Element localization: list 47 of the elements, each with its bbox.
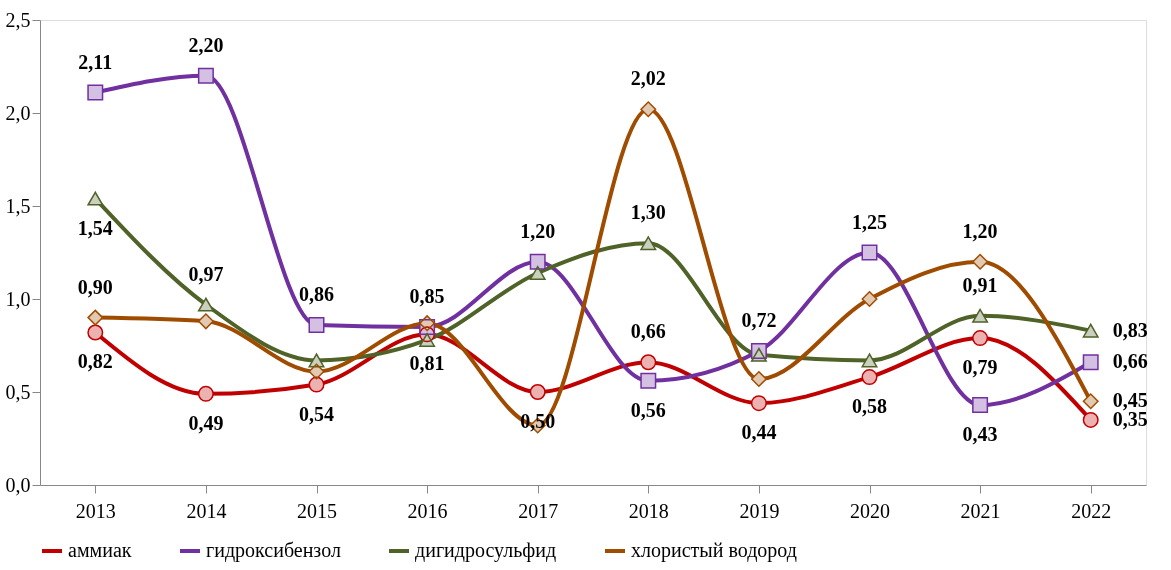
x-tick-label: 2017 [518, 499, 559, 522]
data-label: 0,44 [741, 421, 777, 444]
legend-label: аммиак [68, 539, 132, 561]
data-label: 0,66 [1112, 350, 1148, 373]
data-label: 0,97 [188, 262, 224, 285]
y-tick-label: 1,0 [5, 287, 31, 310]
data-label: 0,83 [1112, 318, 1148, 341]
y-tick-label: 2,5 [5, 8, 31, 31]
legend-label: хлористый водород [631, 539, 797, 562]
data-label: 0,43 [962, 423, 998, 446]
legend-label: гидроксибензол [206, 539, 341, 562]
data-label: 0,91 [962, 273, 998, 296]
data-label: 0,79 [962, 356, 998, 379]
data-label: 0,85 [409, 284, 445, 307]
x-tick-label: 2018 [628, 499, 669, 522]
data-label: 0,49 [188, 411, 224, 434]
y-tick-label: 0,5 [5, 380, 31, 403]
x-tick-label: 2021 [960, 499, 1001, 522]
x-tick-label: 2020 [850, 499, 890, 522]
x-tick-label: 2013 [75, 499, 116, 522]
data-label: 0,81 [409, 352, 445, 375]
data-label: 0,82 [77, 350, 113, 373]
data-label: 0,45 [1112, 389, 1148, 412]
x-tick-label: 2014 [186, 499, 227, 522]
data-label: 1,30 [630, 201, 666, 224]
x-tick-label: 2016 [407, 499, 448, 522]
data-label: 0,58 [852, 395, 887, 418]
data-label: 1,20 [962, 219, 998, 242]
data-label: 2,02 [630, 67, 666, 90]
data-label: 1,20 [520, 219, 556, 242]
x-tick-label: 2019 [739, 499, 780, 522]
data-label: 0,56 [630, 398, 666, 421]
data-label: 0,66 [630, 320, 666, 343]
data-label: 0,54 [299, 402, 334, 425]
x-tick-label: 2015 [297, 499, 337, 522]
data-label: 0,72 [741, 309, 777, 332]
data-label: 1,54 [77, 216, 113, 239]
data-label: 0,86 [299, 283, 334, 306]
data-label: 2,11 [78, 50, 113, 73]
data-label: 0,90 [77, 275, 113, 298]
x-tick-label: 2022 [1071, 499, 1112, 522]
data-label: 1,25 [852, 210, 887, 233]
y-tick-label: 2,0 [5, 101, 31, 124]
y-tick-label: 0,0 [5, 473, 31, 496]
legend-label: дигидросульфид [415, 539, 557, 562]
data-label: 2,20 [188, 33, 224, 56]
y-tick-label: 1,5 [5, 194, 31, 217]
